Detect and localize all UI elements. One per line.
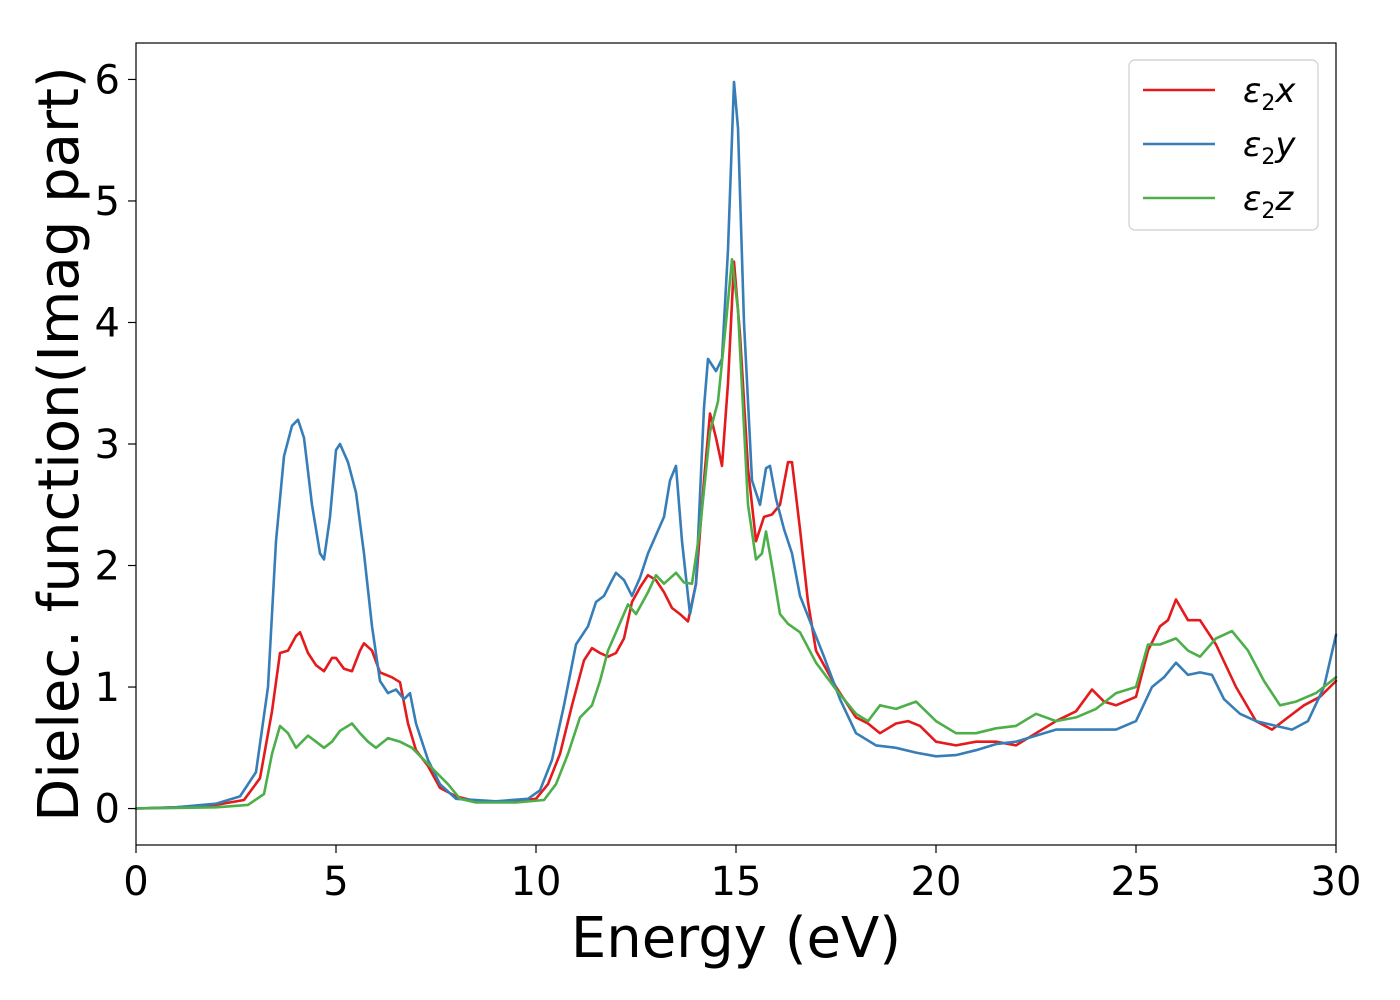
y-tick-label: 6 bbox=[95, 57, 120, 103]
legend-label-base: ε bbox=[1243, 125, 1261, 165]
x-ticks: 0 5 10 15 20 25 30 bbox=[123, 845, 1361, 905]
y-tick-label: 4 bbox=[95, 300, 120, 346]
legend-label-x: ε2x bbox=[1243, 71, 1296, 116]
legend-label-base: ε bbox=[1243, 179, 1261, 219]
y-tick-label: 0 bbox=[95, 787, 120, 833]
y-tick-label: 3 bbox=[95, 422, 120, 468]
legend-label-subscript: 2 bbox=[1261, 199, 1275, 224]
legend-box bbox=[1128, 59, 1319, 231]
x-axis-label: Energy (eV) bbox=[571, 906, 901, 971]
legend-label-y: ε2y bbox=[1243, 125, 1296, 170]
y-tick-label: 2 bbox=[95, 544, 120, 590]
legend-label-tail: z bbox=[1274, 179, 1294, 219]
legend-label-base: ε bbox=[1243, 71, 1261, 111]
y-ticks: 0 1 2 3 4 5 6 bbox=[95, 57, 136, 833]
x-tick-label: 0 bbox=[123, 859, 148, 905]
x-tick-label: 30 bbox=[1311, 859, 1362, 905]
series-line-z bbox=[134, 258, 1338, 810]
series-layer bbox=[134, 80, 1338, 810]
legend-label-tail: x bbox=[1274, 71, 1296, 111]
x-tick-label: 25 bbox=[1111, 859, 1162, 905]
y-axis-label: Dielec. function(Imag part) bbox=[27, 66, 92, 822]
legend-label-subscript: 2 bbox=[1261, 145, 1275, 170]
x-tick-label: 15 bbox=[711, 859, 762, 905]
x-tick-label: 20 bbox=[911, 859, 962, 905]
y-tick-label: 5 bbox=[95, 179, 120, 225]
y-tick-label: 1 bbox=[95, 665, 120, 711]
series-line-y bbox=[134, 80, 1338, 810]
x-tick-label: 5 bbox=[323, 859, 348, 905]
legend-label-tail: y bbox=[1274, 125, 1296, 165]
x-tick-label: 10 bbox=[511, 859, 562, 905]
legend-label-subscript: 2 bbox=[1261, 91, 1275, 116]
legend-label-z: ε2z bbox=[1243, 179, 1294, 224]
